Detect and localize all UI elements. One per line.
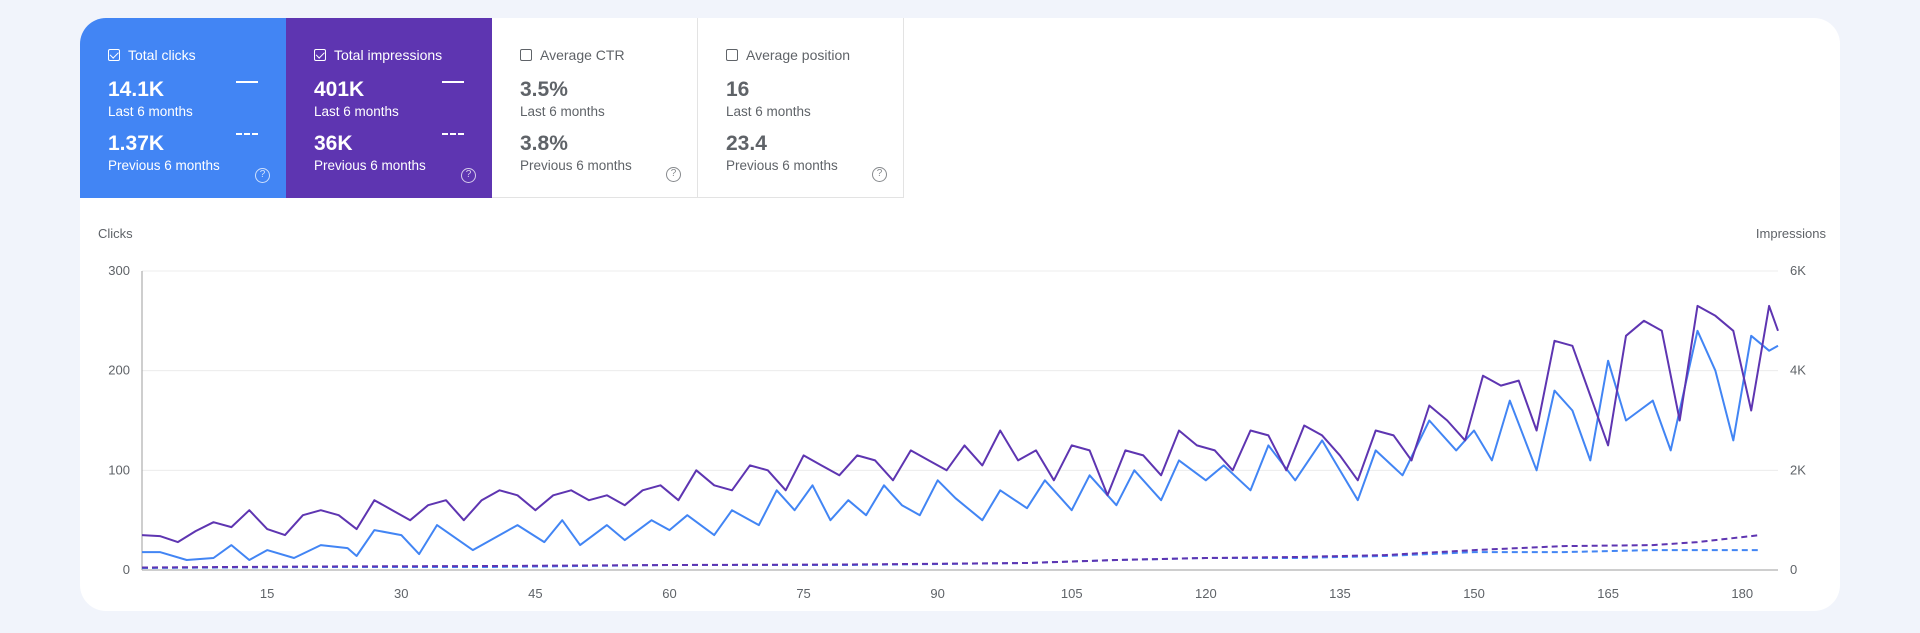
metric-prev-period: Previous 6 months [726, 158, 838, 173]
metric-tabs: Total clicks 14.1K Last 6 months 1.37K P… [80, 18, 904, 198]
help-circle-icon[interactable]: ? [666, 167, 681, 182]
metric-value: 3.5% [520, 78, 568, 101]
metric-label: Average position [746, 47, 851, 63]
x-tick-label: 90 [930, 586, 944, 601]
y-tick-label-left: 0 [123, 562, 130, 577]
checkbox-icon[interactable] [726, 49, 738, 61]
series-line-previous-impressions [141, 534, 1761, 569]
y-tick-label-left: 200 [108, 363, 130, 378]
performance-card: Total clicks 14.1K Last 6 months 1.37K P… [80, 18, 1840, 611]
y-tick-label-right: 6K [1790, 263, 1806, 278]
metric-total-clicks[interactable]: Total clicks 14.1K Last 6 months 1.37K P… [80, 18, 286, 198]
metric-value: 16 [726, 78, 750, 101]
metric-prev-period: Previous 6 months [520, 158, 632, 173]
y-axis-label-right: Impressions [1755, 226, 1826, 241]
metric-prev-period: Previous 6 months [108, 158, 220, 173]
metric-prev-value: 23.4 [726, 132, 767, 155]
checkbox-icon[interactable] [108, 49, 120, 61]
dashed-line-legend-icon [236, 133, 258, 135]
metric-period: Last 6 months [726, 104, 811, 119]
x-tick-label: 120 [1195, 586, 1217, 601]
y-tick-label-left: 300 [108, 263, 130, 278]
metric-label: Total clicks [128, 47, 196, 63]
x-tick-label: 165 [1597, 586, 1619, 601]
x-tick-label: 150 [1463, 586, 1485, 601]
metric-prev-value: 1.37K [108, 132, 165, 155]
metric-value: 14.1K [108, 78, 165, 101]
dashed-line-legend-icon [442, 133, 464, 135]
x-tick-label: 105 [1061, 586, 1083, 601]
solid-line-legend-icon [236, 81, 258, 83]
help-circle-icon[interactable]: ? [872, 167, 887, 182]
x-tick-label: 30 [394, 586, 408, 601]
checkbox-icon[interactable] [520, 49, 532, 61]
x-tick-label: 60 [662, 586, 676, 601]
help-circle-icon[interactable]: ? [255, 168, 270, 183]
solid-line-legend-icon [442, 81, 464, 83]
metric-value: 401K [314, 78, 365, 101]
metric-average-position[interactable]: Average position 16 Last 6 months 23.4 P… [698, 18, 904, 198]
x-tick-label: 180 [1731, 586, 1753, 601]
x-tick-label: 45 [528, 586, 542, 601]
metric-period: Last 6 months [108, 104, 193, 119]
series-line-total-impressions [141, 304, 1779, 544]
y-tick-label-right: 0 [1790, 562, 1797, 577]
x-tick-label: 75 [796, 586, 810, 601]
checkbox-icon[interactable] [314, 49, 326, 61]
x-tick-label: 15 [260, 586, 274, 601]
y-tick-label-left: 100 [108, 462, 130, 477]
metric-period: Last 6 months [520, 104, 605, 119]
x-tick-label: 135 [1329, 586, 1351, 601]
metric-prev-period: Previous 6 months [314, 158, 426, 173]
help-circle-icon[interactable]: ? [461, 168, 476, 183]
series-line-total-clicks [142, 329, 1779, 561]
metric-average-ctr[interactable]: Average CTR 3.5% Last 6 months 3.8% Prev… [492, 18, 698, 198]
metric-label: Total impressions [334, 47, 443, 63]
performance-chart: 0 0 100 2K 200 4K 300 6K 15 30 45 60 75 90 105 120 135 15… [108, 263, 1806, 601]
y-tick-label-right: 2K [1790, 462, 1806, 477]
y-axis-label-left: Clicks [98, 226, 133, 241]
metric-prev-value: 36K [314, 132, 353, 155]
y-tick-label-right: 4K [1790, 363, 1806, 378]
metric-label: Average CTR [540, 47, 625, 63]
metric-prev-value: 3.8% [520, 132, 568, 155]
metric-period: Last 6 months [314, 104, 399, 119]
metric-total-impressions[interactable]: Total impressions 401K Last 6 months 36K… [286, 18, 492, 198]
